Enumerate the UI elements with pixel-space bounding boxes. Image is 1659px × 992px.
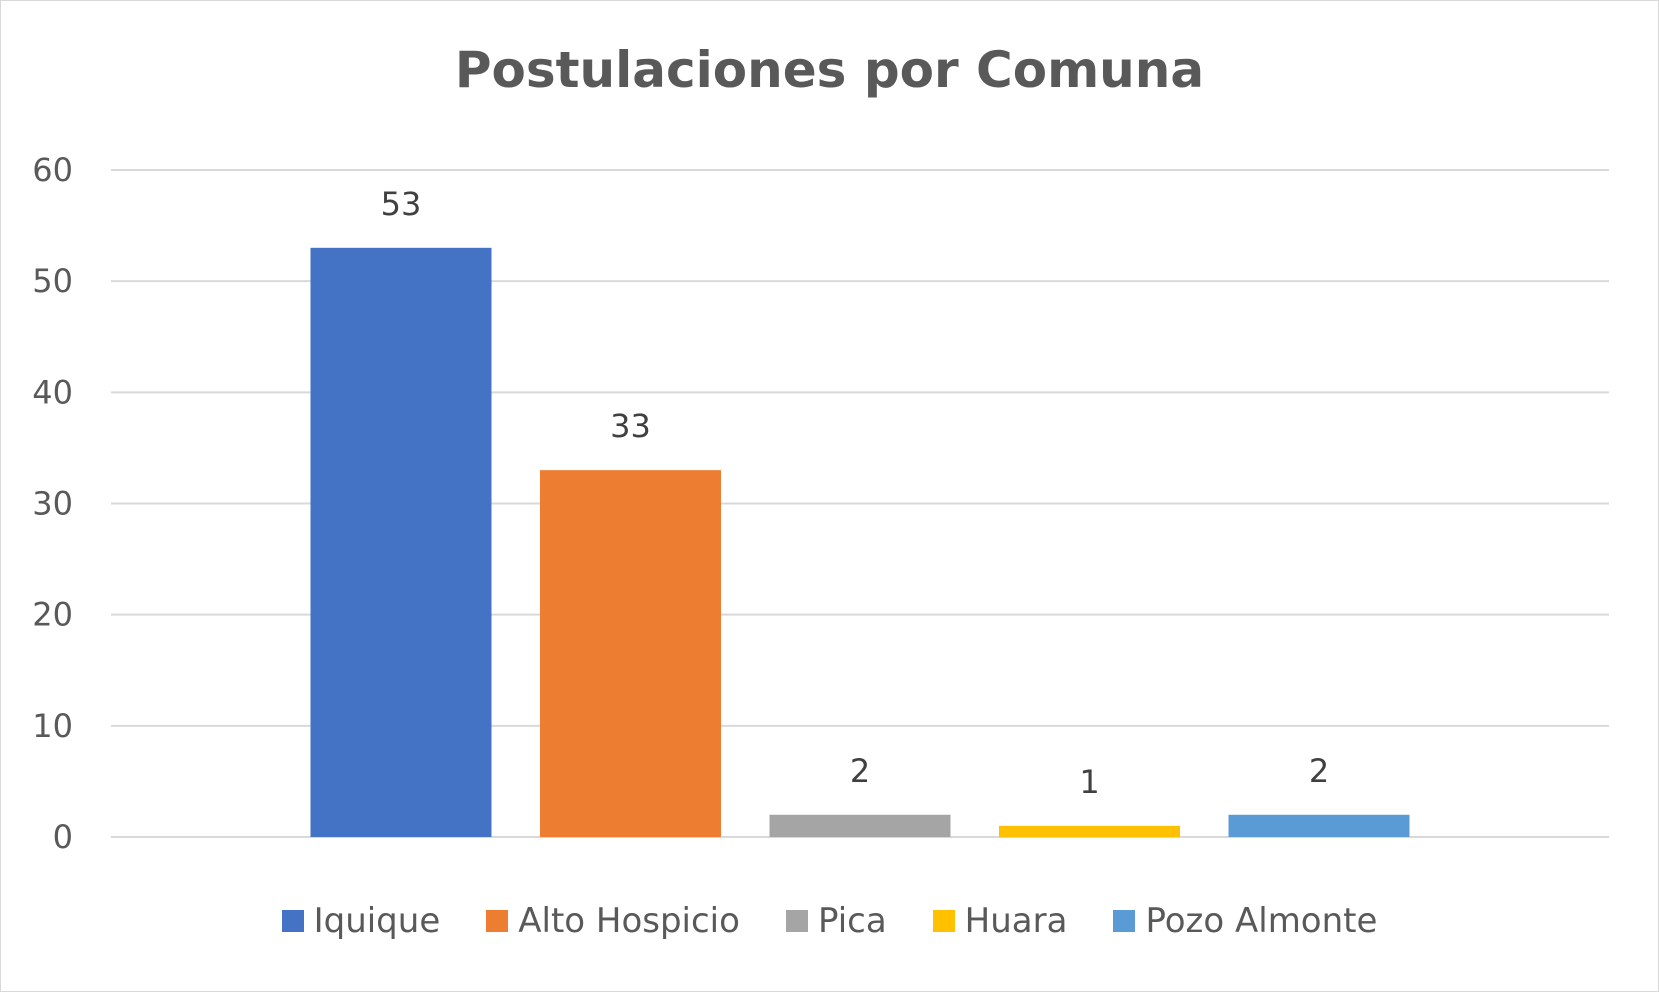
data-label: 53 <box>381 185 422 223</box>
legend-item: Pozo Almonte <box>1113 901 1377 941</box>
bar-alto-hospicio <box>540 470 721 837</box>
y-tick-label: 50 <box>32 262 73 300</box>
legend-label: Huara <box>964 901 1068 941</box>
legend-item: Iquique <box>281 901 441 941</box>
y-tick-label: 40 <box>32 373 73 411</box>
legend-label: Pica <box>817 901 887 941</box>
y-tick-label: 30 <box>32 485 73 523</box>
data-label: 2 <box>1309 752 1329 790</box>
y-tick-label: 10 <box>32 707 73 745</box>
legend-label: Alto Hospicio <box>518 901 740 941</box>
bar-iquique <box>310 247 492 838</box>
legend-item: Pica <box>785 901 887 941</box>
legend-item: Huara <box>932 901 1068 941</box>
bar-huara <box>999 825 1180 837</box>
legend-swatch <box>486 910 509 932</box>
bar-pica <box>769 814 951 837</box>
legend-swatch <box>785 910 808 932</box>
data-label: 1 <box>1079 763 1099 801</box>
y-tick-label: 60 <box>32 151 73 189</box>
legend-label: Iquique <box>313 901 441 941</box>
y-tick-label: 20 <box>32 596 73 634</box>
legend-swatch <box>1113 910 1136 932</box>
bar-pozo-almonte <box>1228 814 1410 837</box>
data-label: 2 <box>850 752 870 790</box>
data-label: 33 <box>610 407 651 445</box>
legend-label: Pozo Almonte <box>1145 901 1378 941</box>
y-tick-label: 0 <box>53 818 73 856</box>
legend-swatch <box>281 910 304 932</box>
chart-legend: Iquique Alto Hospicio Pica Huara Pozo Almont… <box>1 901 1658 941</box>
legend-item: Alto Hospicio <box>486 901 740 941</box>
chart-title: Postulaciones por Comuna <box>454 41 1205 99</box>
legend-swatch <box>932 910 955 932</box>
